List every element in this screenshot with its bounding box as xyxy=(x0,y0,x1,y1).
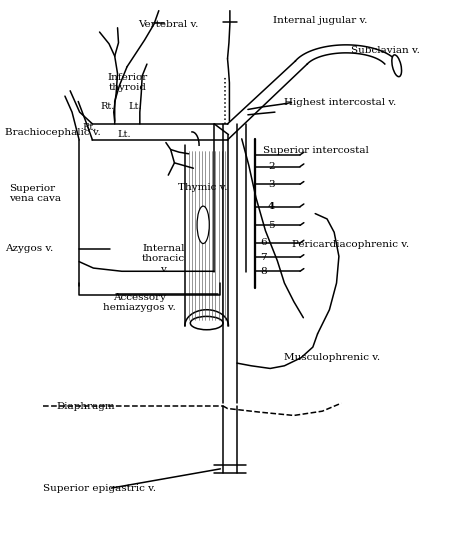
Ellipse shape xyxy=(197,206,210,244)
Text: Superior epigastric v.: Superior epigastric v. xyxy=(43,484,155,492)
Text: Subclavian v.: Subclavian v. xyxy=(351,46,419,54)
Text: Highest intercostal v.: Highest intercostal v. xyxy=(284,98,397,107)
Text: Lt.: Lt. xyxy=(128,103,142,111)
Text: Internal
thoracic
v.: Internal thoracic v. xyxy=(142,244,185,274)
Text: Brachiocephalic v.: Brachiocephalic v. xyxy=(5,128,100,137)
Text: Lt.: Lt. xyxy=(118,130,131,139)
Text: 5: 5 xyxy=(268,221,275,230)
Text: Thymic v.: Thymic v. xyxy=(178,184,227,192)
Text: 2: 2 xyxy=(268,162,275,171)
Text: Pericardiacophrenic v.: Pericardiacophrenic v. xyxy=(292,240,409,248)
Text: Diaphragm: Diaphragm xyxy=(57,403,116,411)
Text: 7: 7 xyxy=(260,253,266,262)
Text: Azygos v.: Azygos v. xyxy=(5,245,53,253)
Text: Rt.: Rt. xyxy=(101,103,115,111)
Text: Inferior
thyroid: Inferior thyroid xyxy=(108,73,148,92)
Text: Vertebral v.: Vertebral v. xyxy=(138,20,199,28)
Text: 4: 4 xyxy=(268,202,275,211)
Text: 8: 8 xyxy=(260,267,266,276)
Text: Accessory
hemiazygos v.: Accessory hemiazygos v. xyxy=(103,293,176,312)
Text: 6: 6 xyxy=(260,239,266,247)
Text: Superior intercostal: Superior intercostal xyxy=(263,146,369,155)
Text: 3: 3 xyxy=(268,180,275,189)
Text: Musculophrenic v.: Musculophrenic v. xyxy=(284,354,381,362)
Ellipse shape xyxy=(392,55,401,77)
Text: Rt.: Rt. xyxy=(82,123,96,131)
Text: Internal jugular v.: Internal jugular v. xyxy=(273,16,367,25)
Text: Superior
vena cava: Superior vena cava xyxy=(9,184,62,203)
